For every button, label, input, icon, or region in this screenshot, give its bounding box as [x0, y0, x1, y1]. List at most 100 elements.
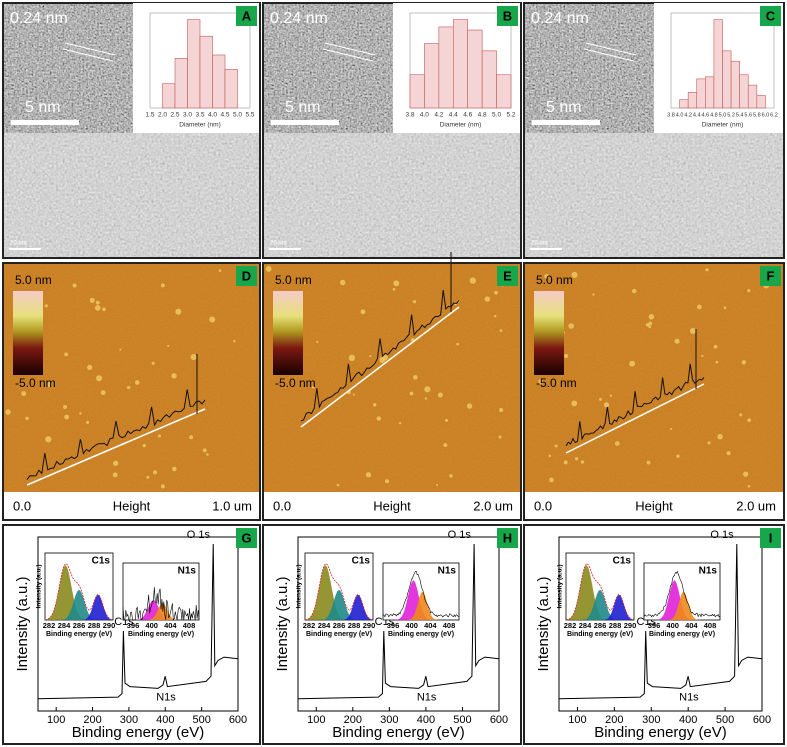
inset-tick-label: 404 — [164, 621, 177, 630]
border — [262, 524, 522, 745]
raw-spectrum — [382, 570, 459, 618]
histogram-bar — [696, 78, 706, 109]
afm-particle — [469, 277, 476, 284]
afm-particle — [157, 434, 162, 438]
afm-particle — [21, 391, 27, 397]
colorbar-max: 5.0 nm — [536, 273, 573, 287]
inset-title: C1s — [613, 556, 632, 567]
afm-particle — [484, 296, 491, 302]
lattice-label: 0.24 nm — [270, 10, 328, 27]
histogram-bar — [438, 26, 454, 109]
afm-particle — [218, 269, 222, 272]
afm-particle — [580, 460, 585, 464]
border — [2, 2, 261, 259]
afm-particle — [549, 477, 554, 483]
xps-panel: 100 200 300 400 500 600 Binding energy (eV) Int… — [2, 524, 261, 745]
histogram-bar — [722, 50, 732, 109]
afm-particle — [723, 306, 727, 310]
histogram-tick-label: 4.8 — [710, 112, 718, 118]
afm-particle — [592, 293, 595, 296]
scale-bar — [532, 120, 600, 125]
afm-particle — [172, 466, 177, 472]
histogram-tick-label: 5.5 — [245, 112, 254, 119]
afm-particle — [339, 279, 346, 286]
histogram-tick-label: 4.0 — [208, 112, 217, 119]
afm-particle — [648, 325, 652, 329]
histogram-tick-label: 4.6 — [702, 112, 710, 118]
fit-component — [305, 565, 373, 620]
afm-particle — [571, 400, 578, 407]
afm-particle — [648, 314, 655, 320]
afm-particle — [45, 436, 52, 443]
panel-label-box — [760, 6, 781, 26]
histogram-tick-label: 2.5 — [170, 112, 179, 119]
raw-spectrum — [643, 570, 721, 618]
afm-particle — [743, 471, 749, 477]
plot-frame — [558, 536, 763, 712]
histogram-bar — [496, 74, 512, 109]
axis-strip — [3, 492, 260, 520]
afm-particle — [303, 282, 306, 285]
afm-particle — [674, 338, 680, 344]
histogram-tick-label: 4.0 — [420, 112, 429, 119]
x-tick-label: 600 — [490, 714, 508, 726]
histogram-bar — [481, 50, 497, 109]
scale-label: 5 nm — [546, 99, 582, 116]
lattice-line — [62, 48, 114, 62]
histogram-bar — [424, 43, 440, 109]
fit-component — [45, 589, 113, 620]
afm-particle — [171, 373, 177, 379]
histogram-bar — [713, 19, 723, 109]
x-tick-label: 400 — [417, 714, 435, 726]
x-axis-label: Binding energy (eV) — [594, 724, 727, 741]
afm-particle — [424, 397, 428, 400]
panel-label-box — [497, 266, 518, 286]
afm-particle — [72, 283, 77, 288]
afm-particle — [265, 266, 272, 272]
afm-particle — [493, 315, 497, 318]
raw-spectrum — [122, 587, 200, 621]
panel-label: E — [503, 268, 512, 283]
axis-start: 0.0 — [534, 498, 552, 513]
plot-frame — [37, 536, 239, 712]
inset-tick-label: 408 — [183, 621, 196, 630]
afm-particle — [95, 300, 100, 305]
x-tick-label: 300 — [120, 714, 138, 726]
scale-bar — [269, 248, 301, 250]
x-tick-label: 100 — [568, 714, 586, 726]
inset-title: N1s — [699, 566, 718, 577]
afm-particle — [392, 287, 396, 291]
histogram-tick-label: 3.0 — [183, 112, 192, 119]
histogram-tick-label: 5.0 — [233, 112, 242, 119]
y-axis-label: Intensity (a.u.) — [274, 576, 291, 671]
afm-particle — [379, 357, 386, 363]
afm-particle — [436, 483, 439, 486]
histogram-tick-label: 4.6 — [463, 112, 472, 119]
afm-particle — [648, 321, 653, 326]
afm-particle — [538, 379, 544, 384]
height-profile — [26, 389, 206, 480]
fit-component — [305, 589, 373, 620]
afm-particle — [571, 271, 578, 278]
x-tick-label: 200 — [605, 714, 623, 726]
inset-xlabel: Binding energy (eV) — [128, 631, 194, 638]
histogram-bar — [212, 54, 226, 109]
histogram-tick-label: 3.8 — [667, 112, 675, 118]
fit-component — [45, 565, 113, 620]
axis-start: 0.0 — [273, 498, 291, 513]
afm-particle — [44, 304, 48, 308]
histogram-xlabel: Diameter (nm) — [702, 122, 744, 129]
axis-strip — [263, 492, 521, 520]
x-tick-label: 300 — [380, 714, 398, 726]
afm-particle — [456, 342, 460, 346]
height-profile — [565, 363, 705, 447]
panel-label-box — [760, 528, 781, 548]
afm-particle — [348, 354, 356, 362]
inset-title: C1s — [92, 556, 111, 567]
afm-particle — [598, 397, 602, 401]
afm-particle — [146, 475, 150, 479]
x-tick-label: 400 — [156, 714, 174, 726]
